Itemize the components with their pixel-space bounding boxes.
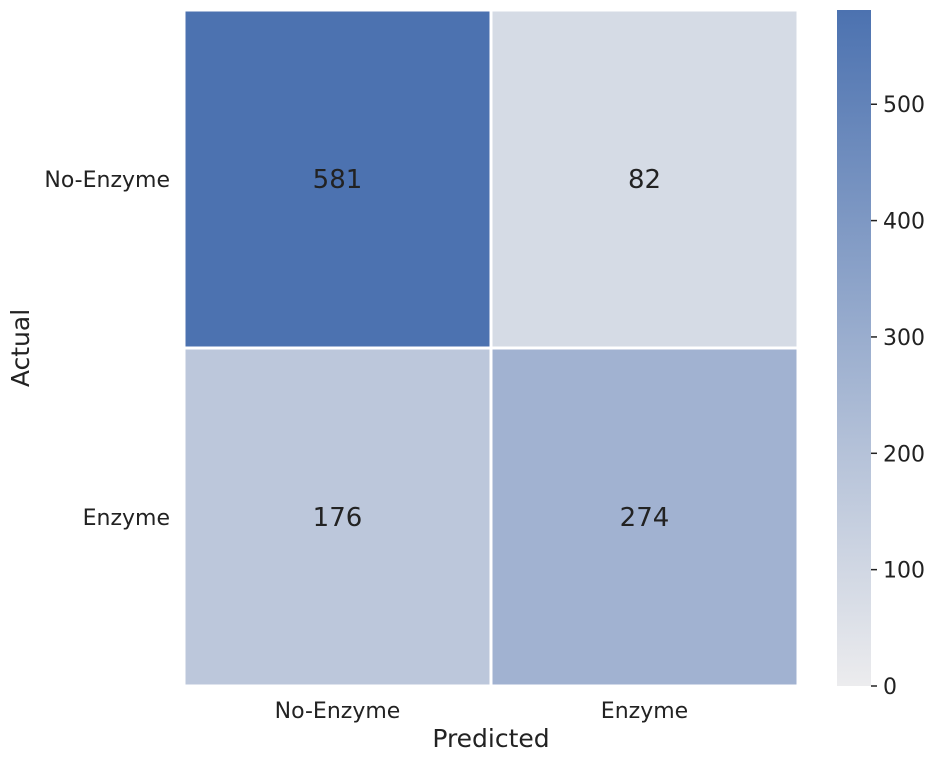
x-tick-labels: No-Enzyme Enzyme — [275, 699, 689, 724]
colorbar-tick-label-200: 200 — [883, 442, 925, 467]
colorbar — [837, 10, 871, 686]
colorbar-tick-label-0: 0 — [883, 675, 897, 700]
x-tick-label-no-enzyme: No-Enzyme — [275, 699, 401, 724]
colorbar-tick-label-400: 400 — [883, 210, 925, 235]
heatmap-cell-no-enzyme-no-enzyme — [182, 8, 493, 350]
y-tick-labels: No-Enzyme Enzyme — [44, 168, 170, 531]
heatmap-cell-no-enzyme-enzyme — [489, 8, 800, 350]
heatmap-cells — [182, 8, 800, 688]
colorbar-tick-label-100: 100 — [883, 559, 925, 584]
cell-value-enzyme-no-enzyme: 176 — [313, 503, 363, 533]
heatmap-cell-enzyme-no-enzyme — [182, 346, 493, 688]
cell-value-no-enzyme-enzyme: 82 — [628, 165, 661, 195]
y-tick-label-no-enzyme: No-Enzyme — [44, 168, 170, 193]
x-tick-label-enzyme: Enzyme — [601, 699, 688, 724]
cell-value-no-enzyme-no-enzyme: 581 — [313, 165, 363, 195]
colorbar-tick-label-500: 500 — [883, 93, 925, 118]
y-axis-label: Actual — [6, 309, 35, 387]
colorbar-ticks: 0 100 200 300 400 500 — [871, 93, 925, 700]
x-axis-label: Predicted — [432, 724, 549, 753]
heatmap-cell-enzyme-enzyme — [489, 346, 800, 688]
colorbar-tick-label-300: 300 — [883, 326, 925, 351]
y-tick-label-enzyme: Enzyme — [83, 506, 170, 531]
cell-value-enzyme-enzyme: 274 — [620, 503, 670, 533]
cell-annotations: 581 82 176 274 — [313, 165, 670, 533]
colorbar-gradient — [837, 10, 871, 686]
